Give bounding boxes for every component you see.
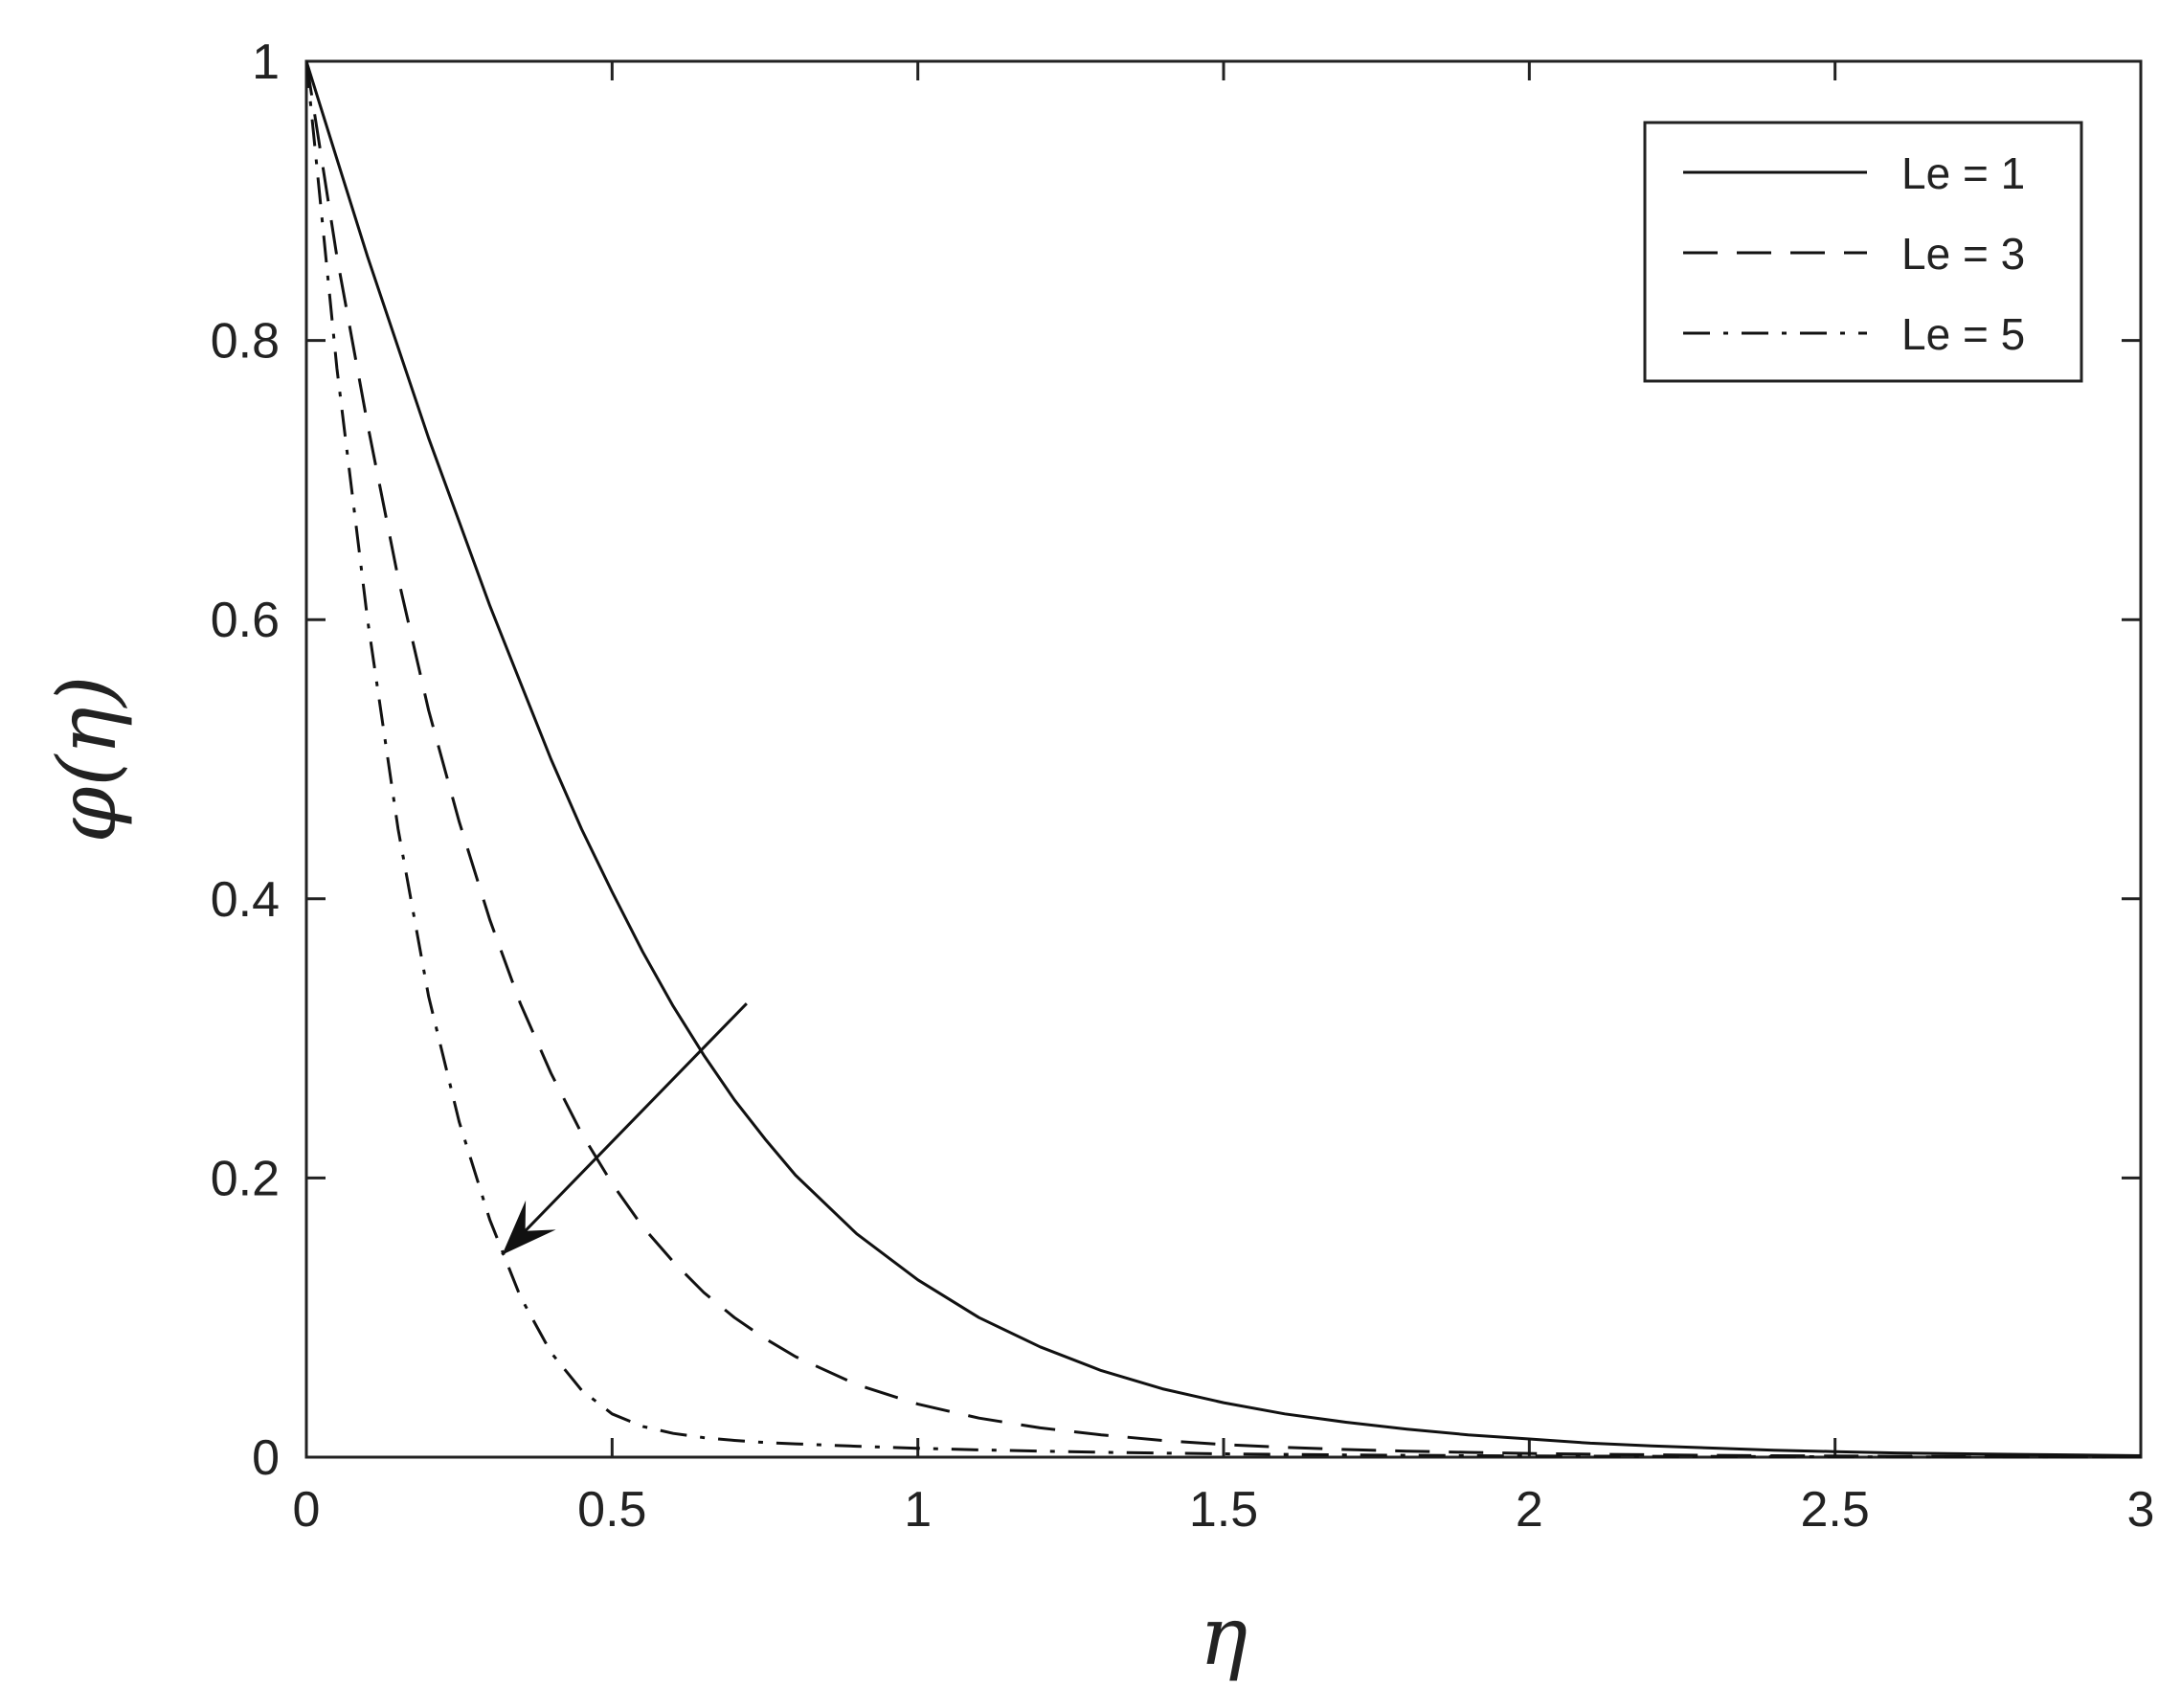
legend: Le = 1 Le = 3 Le = 5 [1643,121,2083,383]
y-tick-label: 0.6 [211,593,280,648]
x-axis-label: η [1200,1589,1248,1683]
x-tick-label: 3 [2127,1482,2155,1538]
annotation-layer [501,1002,748,1256]
y-tick-label: 0.4 [211,872,280,928]
annotation-arrow-head [502,1200,556,1255]
y-tick-label: 1 [252,34,280,90]
legend-label-2: Le = 3 [1901,229,2025,279]
x-tick-label: 1 [904,1482,932,1538]
y-tick-label: 0.2 [211,1151,280,1206]
series-line-3 [306,60,2141,1459]
series-line-2 [306,60,2141,1459]
annotation-arrow-shaft [501,1002,748,1256]
x-tick-label: 2.5 [1801,1482,1870,1538]
tick-labels: 0 0.5 1 1.5 2 2.5 3 0 0.2 0.4 0.6 0.8 1 [211,34,2155,1538]
series-line-1 [306,60,2141,1457]
x-tick-label: 2 [1516,1482,1543,1538]
legend-label-1: Le = 1 [1901,148,2025,198]
y-tick-label: 0.8 [211,314,280,370]
x-tick-label: 0.5 [577,1482,646,1538]
x-tick-label: 0 [293,1482,321,1538]
ticks [304,59,2143,1459]
y-axis-label: φ(η) [40,676,134,843]
legend-label-3: Le = 5 [1901,309,2025,359]
series-lines [306,60,2141,1459]
x-tick-label: 1.5 [1189,1482,1258,1538]
y-tick-label: 0 [252,1430,280,1486]
